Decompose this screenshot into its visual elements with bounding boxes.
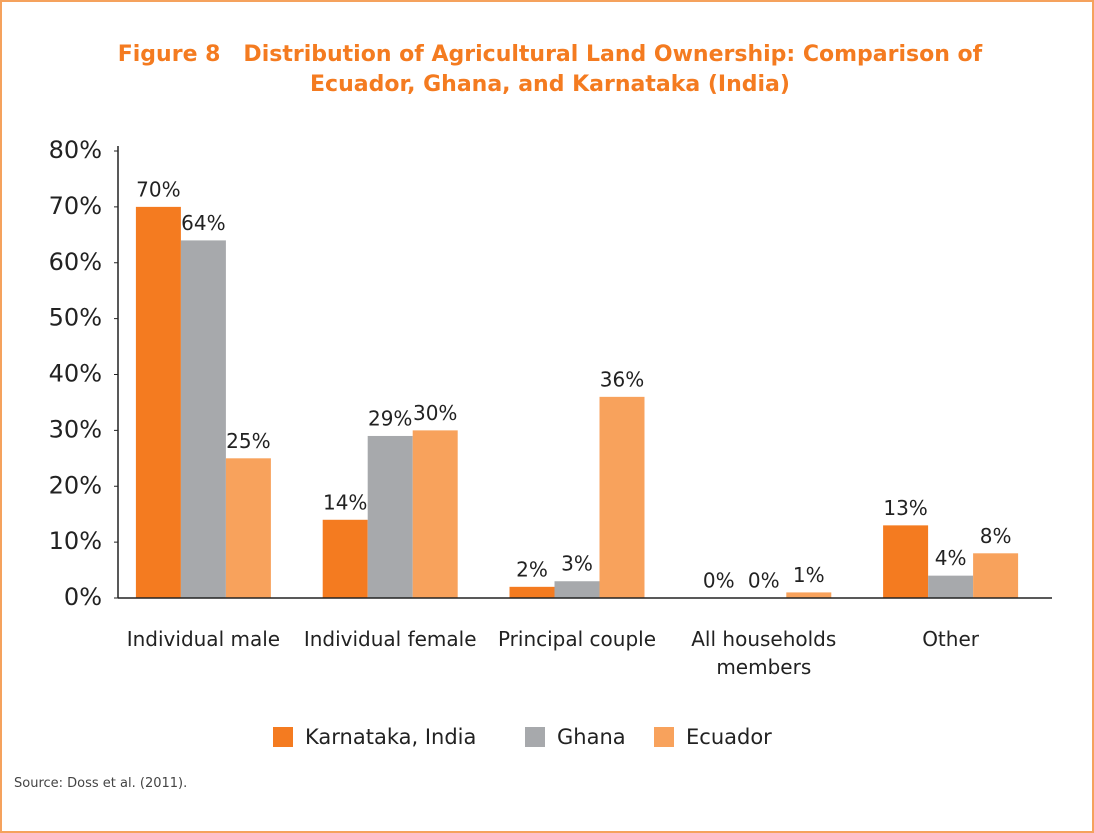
y-tick-label: 20% [49, 471, 102, 499]
y-tick-label: 60% [49, 248, 102, 276]
bar [135, 206, 181, 598]
legend-swatch [525, 727, 545, 747]
bar [554, 581, 600, 598]
chart-title: Figure 8 Distribution of Agricultural La… [117, 42, 990, 97]
y-tick-label: 50% [49, 304, 102, 332]
data-label: 14% [323, 490, 367, 514]
x-tick-label: Principal couple [497, 627, 657, 651]
data-label: 8% [980, 524, 1012, 548]
legend-label: Karnataka, India [305, 725, 476, 749]
y-tick-label: 70% [49, 192, 102, 220]
legend-swatch [654, 727, 674, 747]
y-tick-label: 0% [64, 583, 102, 611]
bar [973, 553, 1019, 598]
data-label: 0% [703, 569, 735, 593]
y-tick-label: 10% [49, 527, 102, 555]
data-label: 30% [413, 401, 457, 425]
data-label: 64% [181, 211, 225, 235]
bar [225, 458, 271, 598]
data-label: 0% [748, 569, 780, 593]
data-label: 13% [883, 496, 927, 520]
data-label: 25% [226, 429, 270, 453]
legend-label: Ecuador [686, 725, 772, 749]
bar [509, 586, 555, 598]
data-label: 2% [516, 557, 548, 581]
data-label: 29% [368, 406, 412, 430]
bar [883, 525, 929, 598]
y-tick-label: 30% [49, 415, 102, 443]
bar [322, 519, 368, 598]
data-label: 3% [561, 552, 593, 576]
data-label: 4% [935, 546, 967, 570]
bar [180, 240, 226, 598]
x-tick-label: Individual male [126, 627, 281, 651]
legend-label: Ghana [557, 725, 626, 749]
y-tick-label: 80% [49, 136, 102, 164]
source: Source: Doss et al. (2011). [14, 776, 188, 791]
x-tick-label: Individual female [303, 627, 477, 651]
bar [599, 396, 645, 598]
bar [928, 575, 974, 598]
y-tick-label: 40% [49, 360, 102, 388]
x-tick-label: Other [922, 627, 979, 651]
legend-swatch [273, 727, 293, 747]
data-label: 1% [793, 563, 825, 587]
data-label: 70% [136, 177, 180, 201]
data-label: 36% [600, 367, 644, 391]
bar [412, 430, 458, 598]
bar [786, 592, 832, 598]
x-tick-label: All households members [691, 627, 837, 679]
bar [367, 435, 413, 598]
